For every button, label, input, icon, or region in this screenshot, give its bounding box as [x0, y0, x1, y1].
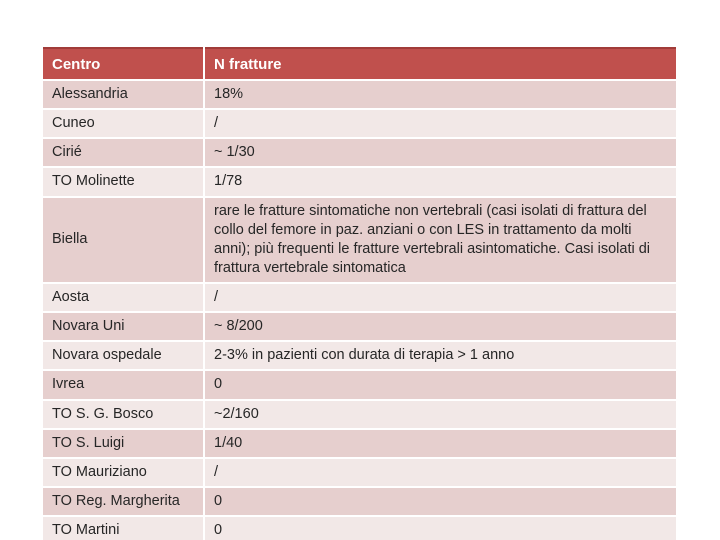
cell-centro: TO Reg. Margherita: [43, 487, 203, 515]
cell-n-fratture: 1/78: [205, 168, 676, 196]
table-row: Ivrea 0: [43, 371, 676, 399]
cell-n-fratture: 0: [205, 371, 676, 399]
table-row: Novara ospedale 2-3% in pazienti con dura…: [43, 342, 676, 370]
cell-n-fratture: rare le fratture sintomatiche non verteb…: [205, 197, 676, 282]
table-row: Cirié ~ 1/30: [43, 139, 676, 167]
cell-n-fratture: /: [205, 458, 676, 486]
cell-n-fratture: 1/40: [205, 429, 676, 457]
cell-n-fratture: ~ 8/200: [205, 313, 676, 341]
cell-centro: TO S. Luigi: [43, 429, 203, 457]
cell-n-fratture: 0: [205, 487, 676, 515]
cell-centro: Novara ospedale: [43, 342, 203, 370]
cell-centro: Cirié: [43, 139, 203, 167]
table-row: TO Molinette 1/78: [43, 168, 676, 196]
cell-n-fratture: ~2/160: [205, 400, 676, 428]
table-body: Alessandria 18% Cuneo / Cirié ~ 1/30 TO Moline…: [43, 81, 676, 540]
table-row: Novara Uni ~ 8/200: [43, 313, 676, 341]
cell-n-fratture: 0: [205, 517, 676, 540]
table-row: TO Reg. Margherita 0: [43, 487, 676, 515]
table-row: TO S. Luigi 1/40: [43, 429, 676, 457]
cell-centro: Ivrea: [43, 371, 203, 399]
cell-n-fratture: 2-3% in pazienti con durata di terapia >…: [205, 342, 676, 370]
table-row: Biella rare le fratture sintomatiche non …: [43, 197, 676, 282]
cell-centro: Novara Uni: [43, 313, 203, 341]
cell-n-fratture: /: [205, 284, 676, 312]
cell-centro: Biella: [43, 197, 203, 282]
column-header-centro: Centro: [43, 47, 203, 79]
cell-n-fratture: ~ 1/30: [205, 139, 676, 167]
cell-centro: TO Mauriziano: [43, 458, 203, 486]
cell-centro: Cuneo: [43, 110, 203, 138]
cell-centro: Aosta: [43, 284, 203, 312]
table-header: Centro N fratture: [43, 47, 676, 79]
cell-centro: TO S. G. Bosco: [43, 400, 203, 428]
cell-centro: Alessandria: [43, 81, 203, 109]
table-row: TO S. G. Bosco ~2/160: [43, 400, 676, 428]
cell-centro: TO Martini: [43, 517, 203, 540]
table-row: TO Martini 0: [43, 517, 676, 540]
cell-centro: TO Molinette: [43, 168, 203, 196]
cell-n-fratture: /: [205, 110, 676, 138]
table-row: Cuneo /: [43, 110, 676, 138]
column-header-n-fratture: N fratture: [205, 47, 676, 79]
cell-n-fratture: 18%: [205, 81, 676, 109]
table-row: TO Mauriziano /: [43, 458, 676, 486]
table-row: Alessandria 18%: [43, 81, 676, 109]
table-row: Aosta /: [43, 284, 676, 312]
fractures-table: Centro N fratture Alessandria 18% Cuneo / Ci…: [41, 45, 678, 540]
header-row: Centro N fratture: [43, 47, 676, 79]
